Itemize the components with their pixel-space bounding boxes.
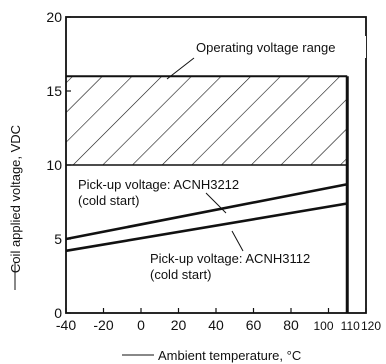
series-label-acnh3212-line2: (cold start): [78, 193, 139, 208]
series-label-acnh3112-line2: (cold start): [150, 267, 211, 282]
axis-ticks: 0 5 10 15 20 -40 -20 0 20 40 60 80 100 110 120: [46, 9, 381, 333]
operating-range-leader: [166, 57, 195, 80]
series-leader-acnh3112: [231, 230, 244, 252]
series-line-acnh3212: [65, 182, 348, 241]
x-axis-title: Ambient temperature, °C: [158, 348, 301, 363]
y-axis-title: Coil applied voltage, VDC: [8, 125, 23, 273]
x-tick-label: 100: [313, 319, 333, 333]
series-label-acnh3212-line1: Pick-up voltage: ACNH3212: [78, 177, 239, 192]
series-label-acnh3112-line1: Pick-up voltage: ACNH3112: [150, 251, 310, 266]
operating-range-label: Operating voltage range: [196, 40, 335, 55]
x-tick-label: 40: [208, 317, 224, 333]
x-tick-label: 110: [341, 319, 360, 333]
x-tick-label: -40: [56, 317, 76, 333]
operating-range-label-bg: [190, 36, 366, 58]
x-tick-label: -20: [93, 317, 113, 333]
y-tick-label: 15: [46, 83, 62, 99]
x-tick-label: 0: [137, 317, 145, 333]
series-leader-acnh3212: [205, 192, 227, 214]
y-tick-label: 5: [54, 231, 62, 247]
x-tick-label: 60: [246, 317, 262, 333]
series-line-acnh3112: [65, 202, 348, 253]
x-tick-label: 80: [283, 317, 299, 333]
x-tick-label: 20: [171, 317, 187, 333]
y-tick-label: 0: [54, 305, 62, 321]
y-tick-label: 10: [46, 157, 62, 173]
operating-range-region: [66, 76, 348, 165]
y-tick-label: 20: [46, 9, 62, 25]
x-tick-label: 120: [361, 319, 381, 333]
